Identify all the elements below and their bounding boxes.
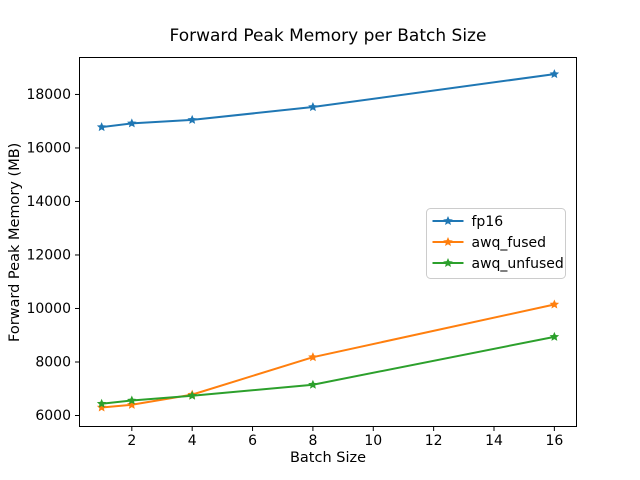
axes-spines <box>79 57 577 427</box>
y-tick-label: 12000 <box>26 247 71 263</box>
data-point-marker-fp16 <box>187 114 197 124</box>
x-tick-label: 10 <box>364 433 382 449</box>
x-tick-label: 16 <box>545 433 563 449</box>
y-tick-label: 8000 <box>35 354 71 370</box>
series-line-awq_fused <box>100 303 556 409</box>
data-point-marker-awq_unfused <box>127 395 137 405</box>
y-tick-label: 10000 <box>26 301 71 317</box>
data-point-marker-awq_unfused <box>96 398 107 408</box>
data-point-marker-awq_fused <box>549 299 560 309</box>
y-tick-label: 16000 <box>26 140 71 156</box>
legend-entry-label: awq_unfused <box>472 256 564 272</box>
data-point-marker-fp16 <box>96 122 107 132</box>
data-point-marker-awq_unfused <box>187 390 197 400</box>
x-axis-label: Batch Size <box>289 450 367 466</box>
data-point-marker-awq_fused <box>127 399 137 409</box>
data-point-marker-awq_fused <box>308 352 318 362</box>
data-point-marker-fp16 <box>127 118 137 128</box>
legend-star-marker <box>443 237 453 247</box>
series-line-awq_unfused <box>100 335 556 405</box>
x-tick-label: 14 <box>485 433 503 449</box>
y-tick-label: 6000 <box>35 408 71 424</box>
legend-box <box>426 208 566 279</box>
data-point-marker-awq_fused <box>96 402 107 412</box>
x-tick-label: 12 <box>425 433 443 449</box>
x-tick-label: 4 <box>188 433 197 449</box>
legend-star-marker <box>443 258 453 268</box>
x-tick-label: 8 <box>308 433 317 449</box>
data-point-marker-awq_unfused <box>308 379 318 389</box>
legend-entry-label: awq_fused <box>472 235 547 251</box>
series-line-fp16 <box>100 73 556 129</box>
y-tick-label: 18000 <box>26 87 71 103</box>
data-point-marker-fp16 <box>549 69 560 79</box>
y-tick-label: 14000 <box>26 194 71 210</box>
chart-title: Forward Peak Memory per Batch Size <box>169 26 487 46</box>
legend-star-marker <box>443 216 453 226</box>
data-point-marker-fp16 <box>308 102 318 112</box>
data-point-marker-awq_unfused <box>549 331 560 341</box>
legend-entry-label: fp16 <box>472 214 504 230</box>
x-tick-label: 6 <box>248 433 257 449</box>
x-tick-label: 2 <box>127 433 136 449</box>
